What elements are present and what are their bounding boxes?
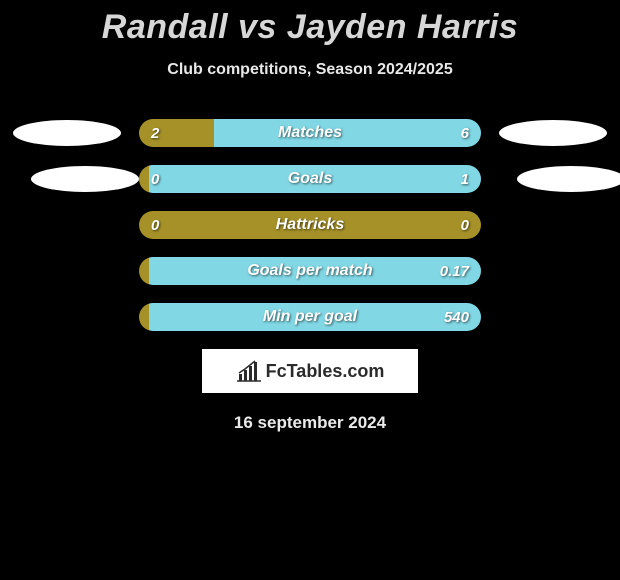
stat-value-left: 0 — [151, 211, 159, 239]
bar-left-fill — [139, 211, 481, 239]
stat-value-right: 0 — [461, 211, 469, 239]
spacer — [13, 258, 121, 284]
stat-value-right: 6 — [461, 119, 469, 147]
bar-left-fill — [139, 257, 149, 285]
bar-right-fill — [149, 257, 481, 285]
spacer — [499, 258, 607, 284]
player-right-marker — [517, 166, 620, 192]
brand-text: FcTables.com — [266, 361, 385, 382]
stat-row: 0.17Goals per match — [0, 257, 620, 285]
stat-value-right: 540 — [444, 303, 469, 331]
spacer — [499, 212, 607, 238]
spacer — [13, 212, 121, 238]
spacer — [499, 304, 607, 330]
stat-row: 540Min per goal — [0, 303, 620, 331]
stat-value-left: 2 — [151, 119, 159, 147]
stat-row: 26Matches — [0, 119, 620, 147]
stat-value-right: 0.17 — [440, 257, 469, 285]
stat-bar: 01Goals — [139, 165, 481, 193]
brand-box: FcTables.com — [202, 349, 418, 393]
spacer — [13, 304, 121, 330]
bar-right-fill — [149, 303, 481, 331]
stat-row: 01Goals — [0, 165, 620, 193]
date-text: 16 september 2024 — [0, 413, 620, 433]
stat-value-right: 1 — [461, 165, 469, 193]
player-right-marker — [499, 120, 607, 146]
player-left-marker — [13, 120, 121, 146]
bar-left-fill — [139, 165, 149, 193]
stat-bar: 540Min per goal — [139, 303, 481, 331]
stat-bar: 00Hattricks — [139, 211, 481, 239]
bar-right-fill — [214, 119, 481, 147]
stat-bar: 0.17Goals per match — [139, 257, 481, 285]
bars-chart-icon — [236, 360, 262, 382]
player-left-marker — [31, 166, 139, 192]
page-title: Randall vs Jayden Harris — [0, 0, 620, 47]
stat-value-left: 0 — [151, 165, 159, 193]
stat-bar: 26Matches — [139, 119, 481, 147]
comparison-chart: 26Matches01Goals00Hattricks0.17Goals per… — [0, 119, 620, 331]
bar-right-fill — [149, 165, 481, 193]
stat-row: 00Hattricks — [0, 211, 620, 239]
subtitle: Club competitions, Season 2024/2025 — [0, 61, 620, 79]
bar-left-fill — [139, 303, 149, 331]
